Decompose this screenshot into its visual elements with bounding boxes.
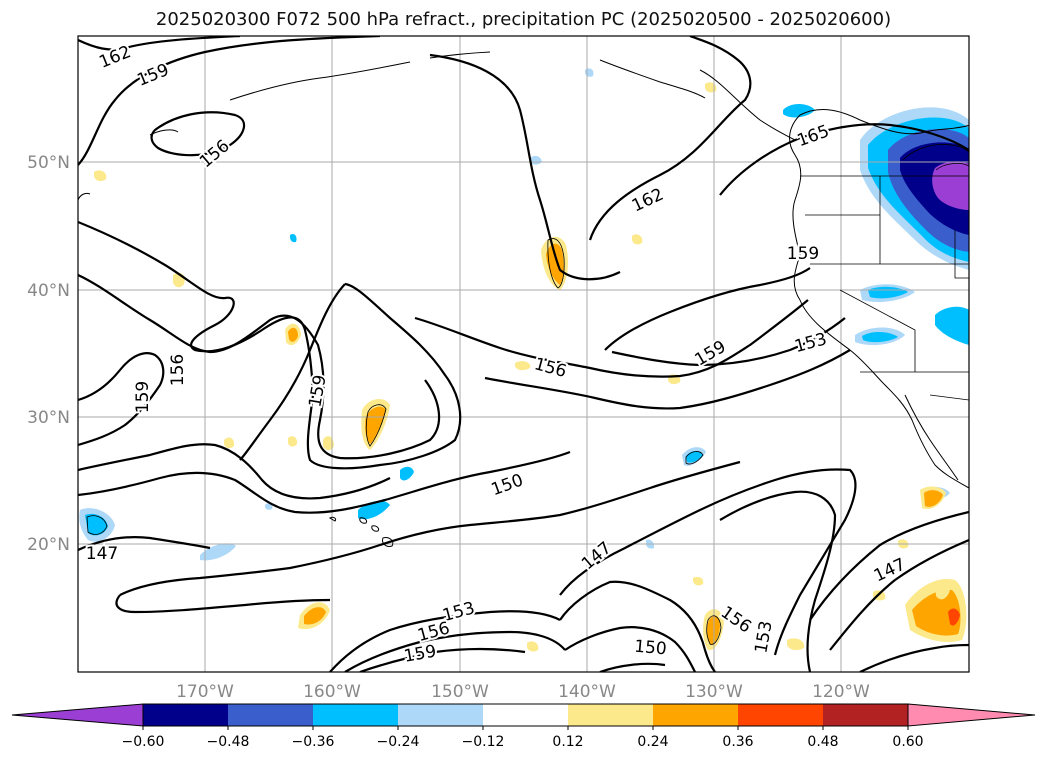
latitude-labels: 50°N 40°N 30°N 20°N <box>27 153 70 555</box>
colorbar-extend-high <box>907 703 1036 727</box>
colorbar-tick-label: 0.12 <box>552 734 583 750</box>
state-borders <box>800 175 969 401</box>
colorbar-tick-label: −0.48 <box>207 734 250 750</box>
contour-label: 159 <box>787 244 819 264</box>
contour-label: 156 <box>196 136 234 172</box>
colorbar: −0.60 −0.48 −0.36 −0.24 −0.12 0.12 0.24 0.36 0.4… <box>11 703 1036 750</box>
colorbar-tick-label: −0.60 <box>122 734 165 750</box>
contour-label: 150 <box>633 637 667 660</box>
colorbar-tick-label: 0.48 <box>807 734 838 750</box>
contour-label: 156 <box>717 602 755 637</box>
colorbar-tick-label: −0.12 <box>462 734 505 750</box>
colorbar-swatch <box>653 704 738 726</box>
map-title: 2025020300 F072 500 hPa refract., precip… <box>155 9 892 30</box>
lat-label: 40°N <box>27 281 70 301</box>
colorbar-swatch <box>568 704 653 726</box>
lon-label: 160°W <box>303 682 361 702</box>
colorbar-tick-label: 0.60 <box>892 734 923 750</box>
contour-label: 147 <box>86 544 118 564</box>
contour-label: 159 <box>305 373 330 408</box>
precip-negative-shading <box>79 68 969 561</box>
plot-frame <box>77 35 970 673</box>
lat-label: 50°N <box>27 153 70 173</box>
contour-label: 159 <box>133 381 153 413</box>
colorbar-tick-label: −0.24 <box>377 734 420 750</box>
colorbar-swatch <box>143 704 228 726</box>
colorbar-tick-label: 0.24 <box>637 734 668 750</box>
colorbar-swatch <box>228 704 313 726</box>
contour-label-group: 162 159 156 165 162 159 159 153 156 156 … <box>84 40 911 669</box>
contour-label: 159 <box>402 641 437 666</box>
precip-positive-shading <box>94 82 967 652</box>
contour-label: 159 <box>134 60 172 91</box>
lon-label: 120°W <box>812 682 870 702</box>
longitude-labels: 170°W 160°W 150°W 140°W 130°W 120°W <box>176 682 870 702</box>
lon-label: 130°W <box>685 682 743 702</box>
lon-label: 150°W <box>431 682 489 702</box>
contour-label: 156 <box>415 618 452 646</box>
colorbar-swatch <box>823 704 908 726</box>
lon-label: 140°W <box>558 682 616 702</box>
lon-label: 170°W <box>176 682 234 702</box>
contour-label: 162 <box>96 42 134 73</box>
contour-label: 153 <box>792 329 829 357</box>
contour-label: 153 <box>751 619 776 654</box>
colorbar-swatch <box>398 704 483 726</box>
colorbar-tick-label: −0.36 <box>292 734 335 750</box>
colorbar-extend-low <box>11 703 144 727</box>
colorbar-swatch <box>483 704 568 726</box>
colorbar-swatch <box>313 704 398 726</box>
map-plot-area <box>78 36 969 672</box>
contour-label: 156 <box>168 354 188 386</box>
contour-label: 165 <box>795 121 832 151</box>
contour-label: 150 <box>489 470 526 500</box>
contour-label: 147 <box>871 555 909 587</box>
coastlines <box>78 51 969 547</box>
lat-label: 30°N <box>27 408 70 428</box>
colorbar-frame <box>142 703 909 727</box>
colorbar-swatch <box>738 704 823 726</box>
graticule <box>78 36 969 672</box>
refractivity-contours <box>78 36 969 672</box>
lat-label: 20°N <box>27 535 70 555</box>
precip-outlines <box>86 144 969 645</box>
contour-label: 156 <box>532 354 569 382</box>
colorbar-tick-label: 0.36 <box>722 734 753 750</box>
